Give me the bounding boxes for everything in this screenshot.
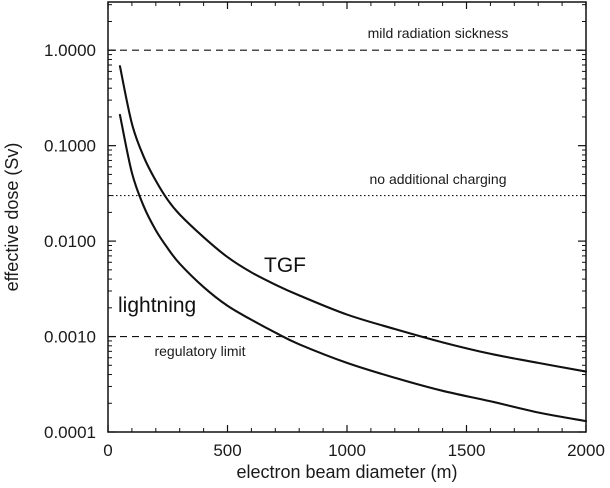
x-tick-label: 2000 — [567, 441, 605, 460]
series-line-lightning — [118, 113, 588, 423]
y-axis-title: effective dose (Sv) — [2, 143, 22, 292]
x-tick-label: 0 — [103, 441, 112, 460]
reference-label-mild-radiation-sickness: mild radiation sickness — [368, 25, 509, 41]
x-tick-label: 1500 — [448, 441, 486, 460]
x-tick-label: 1000 — [328, 441, 366, 460]
reference-lines — [108, 49, 586, 338]
y-tick-label: 0.0100 — [44, 232, 96, 251]
series-label-lightning: lightning — [118, 294, 196, 317]
y-tick-label: 1.0000 — [44, 41, 96, 60]
series-line-tgf — [118, 65, 588, 373]
plot-frame — [107, 1, 587, 433]
y-axis-ticks: 0.0001 0.0010 0.0100 0.1000 1.0000 — [44, 4, 586, 442]
series-lines — [118, 65, 588, 423]
series-label-tgf: TGF — [264, 254, 306, 277]
y-tick-label: 0.0010 — [44, 328, 96, 347]
reference-label-no-additional-charging: no additional charging — [370, 171, 507, 187]
x-axis-title: electron beam diameter (m) — [236, 462, 457, 482]
reference-label-regulatory-limit: regulatory limit — [154, 343, 245, 359]
x-tick-label: 500 — [213, 441, 241, 460]
y-tick-label: 0.0001 — [44, 423, 96, 442]
y-tick-label: 0.1000 — [44, 137, 96, 156]
x-axis-ticks: 0 500 1000 1500 2000 — [103, 2, 605, 460]
